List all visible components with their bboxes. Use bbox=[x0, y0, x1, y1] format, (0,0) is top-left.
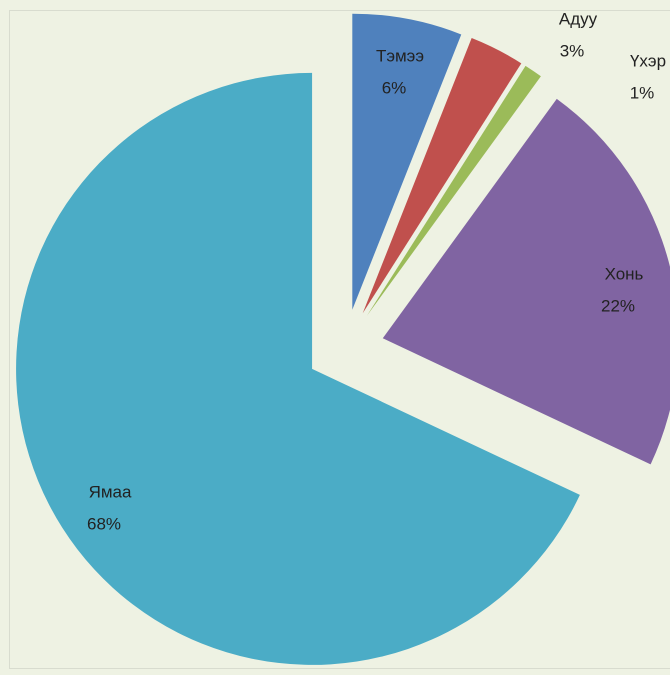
slice-label-value: 3% bbox=[560, 41, 585, 60]
slice-label-name: Үхэр bbox=[630, 51, 666, 70]
slice-label-value: 6% bbox=[382, 78, 407, 97]
pie-slice bbox=[366, 65, 541, 316]
pie-slice bbox=[362, 38, 522, 314]
chart-border bbox=[9, 10, 670, 669]
pie-slice bbox=[352, 13, 462, 310]
pie-slice bbox=[16, 72, 580, 665]
slice-label-value: 68% bbox=[87, 514, 121, 533]
pie-slice bbox=[382, 98, 670, 465]
slice-label-value: 1% bbox=[630, 83, 655, 102]
slice-label-name: Хонь bbox=[605, 264, 644, 283]
slice-label-name: Ямаа bbox=[89, 482, 132, 501]
slice-label-value: 22% bbox=[601, 296, 635, 315]
slice-label-name: Адуу bbox=[559, 9, 598, 28]
slice-label-name: Тэмээ bbox=[376, 46, 424, 65]
